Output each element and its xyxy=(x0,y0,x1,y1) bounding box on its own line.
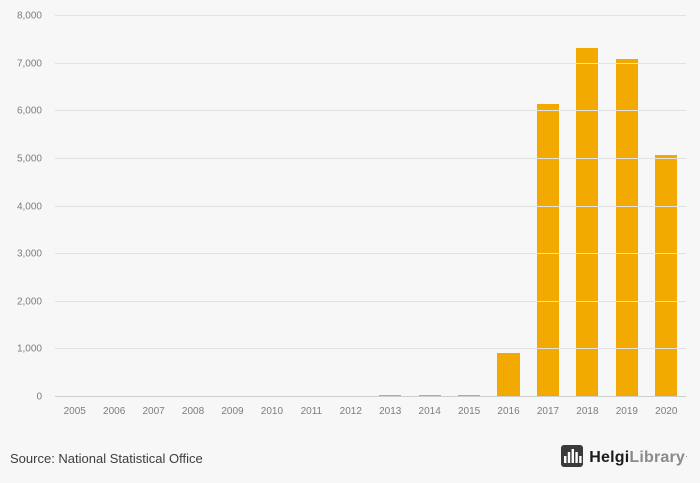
bar-slot xyxy=(568,16,607,397)
bar-slot xyxy=(528,16,567,397)
y-tick-label: 1,000 xyxy=(16,343,42,355)
bar-slot xyxy=(94,16,133,397)
x-tick-label: 2014 xyxy=(418,406,441,417)
source-text: Source: National Statistical Office xyxy=(10,450,203,466)
y-tick-label: 0 xyxy=(36,391,42,403)
y-tick-label: 4,000 xyxy=(16,201,42,212)
gridline xyxy=(55,110,686,112)
y-axis: 0 1,000 2,000 3,000 4,000 5,000 6,000 7,000 8,00… xyxy=(0,11,48,403)
y-tick-label: 5,000 xyxy=(16,153,42,165)
logo-brand-primary: Helgi xyxy=(589,449,630,466)
gridline xyxy=(55,62,686,64)
bar-slot xyxy=(55,16,94,397)
bar-2019 xyxy=(615,58,638,397)
x-tick-label: 2013 xyxy=(379,406,402,417)
bar-slot xyxy=(173,16,212,397)
footer: Source: National Statistical Office Helg… xyxy=(0,439,700,483)
x-tick-label: 2005 xyxy=(63,406,86,417)
x-tick-label: 2020 xyxy=(655,406,678,417)
bar-slot xyxy=(489,16,528,397)
x-tick-label: 2009 xyxy=(221,406,244,417)
x-tick-label: 2010 xyxy=(260,406,284,417)
x-tick-label: 2017 xyxy=(536,406,560,417)
bar-slot xyxy=(134,16,173,397)
bar-slot xyxy=(607,16,646,397)
y-tick-label: 8,000 xyxy=(16,10,42,22)
bar-2016 xyxy=(497,352,520,397)
helgi-library-logo[interactable]: HelgiLibrary. xyxy=(561,444,688,472)
y-tick-label: 3,000 xyxy=(16,248,42,260)
x-tick-label: 2016 xyxy=(497,406,520,417)
gridline xyxy=(55,348,686,350)
x-tick-label: 2015 xyxy=(457,406,481,417)
x-tick-label: 2018 xyxy=(576,406,599,417)
gridline xyxy=(55,157,686,159)
bar-chart-logo-icon xyxy=(561,444,584,472)
x-tick-label: 2011 xyxy=(300,406,323,417)
logo-text: HelgiLibrary. xyxy=(589,449,688,467)
x-axis: 2005 2006 2007 2008 2009 2010 2011 2012 2013 2014… xyxy=(55,401,686,419)
bar-slot xyxy=(410,16,449,397)
plot-area xyxy=(55,15,686,397)
gridline xyxy=(55,15,686,16)
bar-slot xyxy=(647,16,686,397)
bar-slot xyxy=(331,16,370,397)
logo-brand-secondary: Library xyxy=(629,449,686,466)
bar-slot xyxy=(252,16,291,397)
x-tick-label: 2006 xyxy=(103,406,126,417)
gridline xyxy=(55,205,686,207)
bar-slot xyxy=(213,16,252,397)
y-tick-label: 6,000 xyxy=(16,105,42,117)
bar-2018 xyxy=(576,47,599,397)
bar-2020 xyxy=(655,155,678,397)
bar-series xyxy=(55,16,686,397)
bar-slot xyxy=(292,16,331,397)
x-tick-label: 2012 xyxy=(339,406,362,417)
y-tick-label: 7,000 xyxy=(16,58,42,70)
logo-suffix: . xyxy=(685,449,688,460)
bar-2017 xyxy=(536,104,559,397)
bar-slot xyxy=(371,16,410,397)
gridline xyxy=(55,253,686,255)
x-tick-label: 2019 xyxy=(615,406,638,417)
x-tick-label: 2007 xyxy=(142,406,165,417)
bar-slot xyxy=(449,16,488,397)
gridline xyxy=(55,300,686,302)
y-tick-label: 2,000 xyxy=(16,296,42,308)
gridline xyxy=(55,396,686,397)
x-tick-label: 2008 xyxy=(181,406,205,417)
